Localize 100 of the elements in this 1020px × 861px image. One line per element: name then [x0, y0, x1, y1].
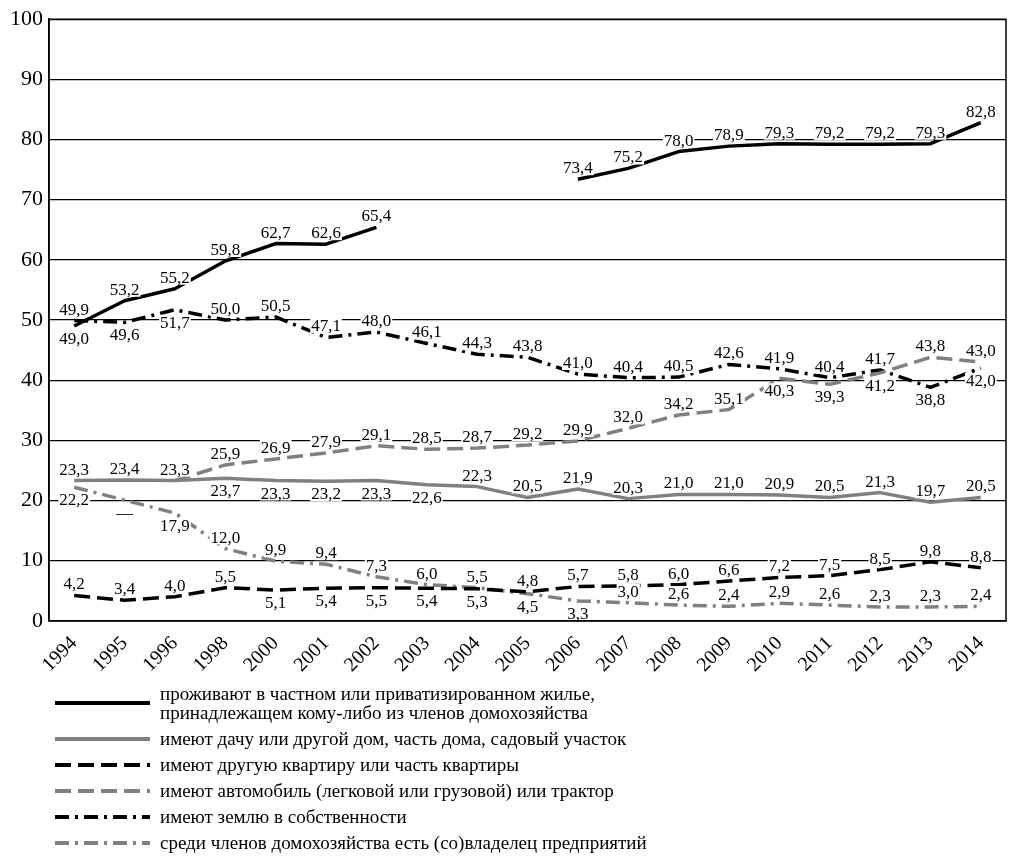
- data-label: 35,1: [714, 388, 744, 408]
- data-label: 8,5: [869, 548, 891, 568]
- legend-label: среди членов домохозяйства есть (со)владелец предприятий: [160, 832, 647, 853]
- data-label: 20,3: [613, 477, 644, 497]
- data-label: 20,5: [965, 476, 996, 496]
- data-label: 6,0: [667, 563, 690, 583]
- data-label: 17,9: [160, 516, 190, 536]
- data-label: 9,9: [265, 540, 287, 560]
- y-tick-label: 30: [21, 426, 43, 452]
- data-label: 3,3: [567, 603, 589, 623]
- data-label: 9,8: [919, 540, 942, 560]
- data-label: 50,0: [210, 298, 241, 318]
- data-label: 40,5: [663, 356, 694, 376]
- data-label: 40,3: [764, 381, 795, 401]
- y-tick-label: 100: [10, 4, 43, 30]
- data-label: 27,9: [311, 431, 341, 451]
- data-label: 32,0: [613, 407, 644, 427]
- data-label: 79,3: [764, 122, 795, 142]
- data-label: 79,2: [814, 123, 845, 143]
- x-tick-label: 1998: [187, 631, 232, 676]
- data-label: 20,9: [764, 473, 795, 493]
- data-label: 3,4: [113, 579, 136, 599]
- data-label: 29,1: [361, 424, 392, 444]
- data-label: 42,6: [714, 343, 744, 363]
- data-label: 51,7: [160, 312, 191, 332]
- data-label: 28,7: [462, 427, 493, 447]
- data-label: 7,2: [768, 556, 790, 576]
- text: —: [116, 503, 134, 523]
- data-label: 5,1: [265, 593, 287, 613]
- data-label: 79,3: [915, 122, 946, 142]
- data-label: 6,0: [416, 563, 438, 583]
- legend-label: проживают в частном или приватизированном жилье, принадлежащем кому-либо из членов домохозяйства: [160, 683, 596, 723]
- data-label: 34,2: [663, 393, 694, 413]
- data-label: 41,0: [562, 353, 593, 373]
- data-label: 38,8: [915, 390, 946, 410]
- data-label: 5,7: [567, 565, 589, 585]
- data-label: 22,3: [462, 465, 493, 485]
- data-label: 46,1: [411, 322, 442, 342]
- data-label: 23,3: [260, 483, 291, 503]
- data-label: 21,9: [562, 467, 593, 487]
- data-label: 82,8: [965, 101, 996, 121]
- data-label: 4,2: [63, 574, 85, 594]
- data-label: 8,8: [970, 546, 992, 566]
- data-label: 5,8: [617, 564, 639, 584]
- data-label: 78,9: [714, 125, 744, 145]
- data-label: 65,4: [361, 206, 392, 226]
- data-label: 2,9: [768, 582, 790, 602]
- data-label: 40,4: [613, 356, 644, 376]
- data-label: 2,4: [970, 585, 992, 605]
- data-label: 53,2: [109, 279, 140, 299]
- data-label: 62,6: [311, 223, 341, 243]
- data-label: 22,6: [411, 487, 442, 507]
- legend-label: имеют другую квартиру или часть квартиры: [160, 754, 519, 775]
- data-label: 23,3: [361, 483, 392, 503]
- data-label: 21,0: [714, 473, 744, 493]
- data-label: 40,4: [814, 356, 846, 376]
- data-label: 2,6: [819, 584, 841, 604]
- data-label: 7,3: [365, 555, 388, 575]
- data-label: 5,3: [466, 591, 488, 611]
- data-label: 25,9: [210, 443, 241, 463]
- data-label: 2,4: [718, 585, 741, 605]
- data-label: 49,0: [59, 328, 90, 348]
- data-label: 5,4: [416, 591, 438, 611]
- data-label: 41,9: [764, 347, 795, 367]
- data-label: 4,0: [164, 575, 186, 595]
- data-label: 43,0: [965, 341, 996, 361]
- data-label: 50,5: [260, 295, 291, 315]
- data-label: 2,3: [869, 585, 891, 605]
- data-label: 9,4: [315, 543, 338, 563]
- data-label: 2,6: [667, 584, 690, 604]
- data-label: 73,4: [562, 158, 594, 178]
- data-label: 7,5: [819, 554, 841, 574]
- data-label: 5,5: [365, 590, 388, 610]
- data-label: 43,8: [512, 336, 543, 356]
- data-label: 23,3: [59, 459, 90, 479]
- legend-label: имеют землю в собственности: [160, 806, 407, 827]
- data-label: 21,0: [663, 473, 694, 493]
- data-label: 12,0: [210, 527, 241, 547]
- data-label: 59,8: [210, 239, 241, 259]
- y-tick-label: 50: [21, 305, 43, 331]
- data-label: 2,3: [919, 585, 942, 605]
- data-label: 26,9: [260, 437, 291, 457]
- data-label: 23,7: [210, 481, 241, 501]
- y-tick-label: 80: [21, 125, 43, 151]
- data-label: 5,5: [466, 566, 488, 586]
- data-label: 48,0: [361, 310, 392, 330]
- data-label: 29,2: [512, 424, 543, 444]
- data-label: 75,2: [613, 147, 644, 167]
- y-tick-label: 70: [21, 185, 43, 211]
- data-label: 4,8: [516, 570, 539, 590]
- data-label: 19,7: [915, 481, 946, 501]
- data-label: 55,2: [160, 267, 190, 287]
- y-tick-label: 90: [21, 65, 43, 91]
- data-label: 3,0: [617, 581, 639, 601]
- data-label: 43,8: [915, 336, 946, 356]
- data-label: 49,9: [59, 299, 90, 319]
- y-tick-label: 40: [21, 365, 43, 391]
- data-label: 62,7: [260, 222, 292, 242]
- data-label: 5,5: [214, 566, 236, 586]
- data-label: 41,7: [865, 348, 896, 368]
